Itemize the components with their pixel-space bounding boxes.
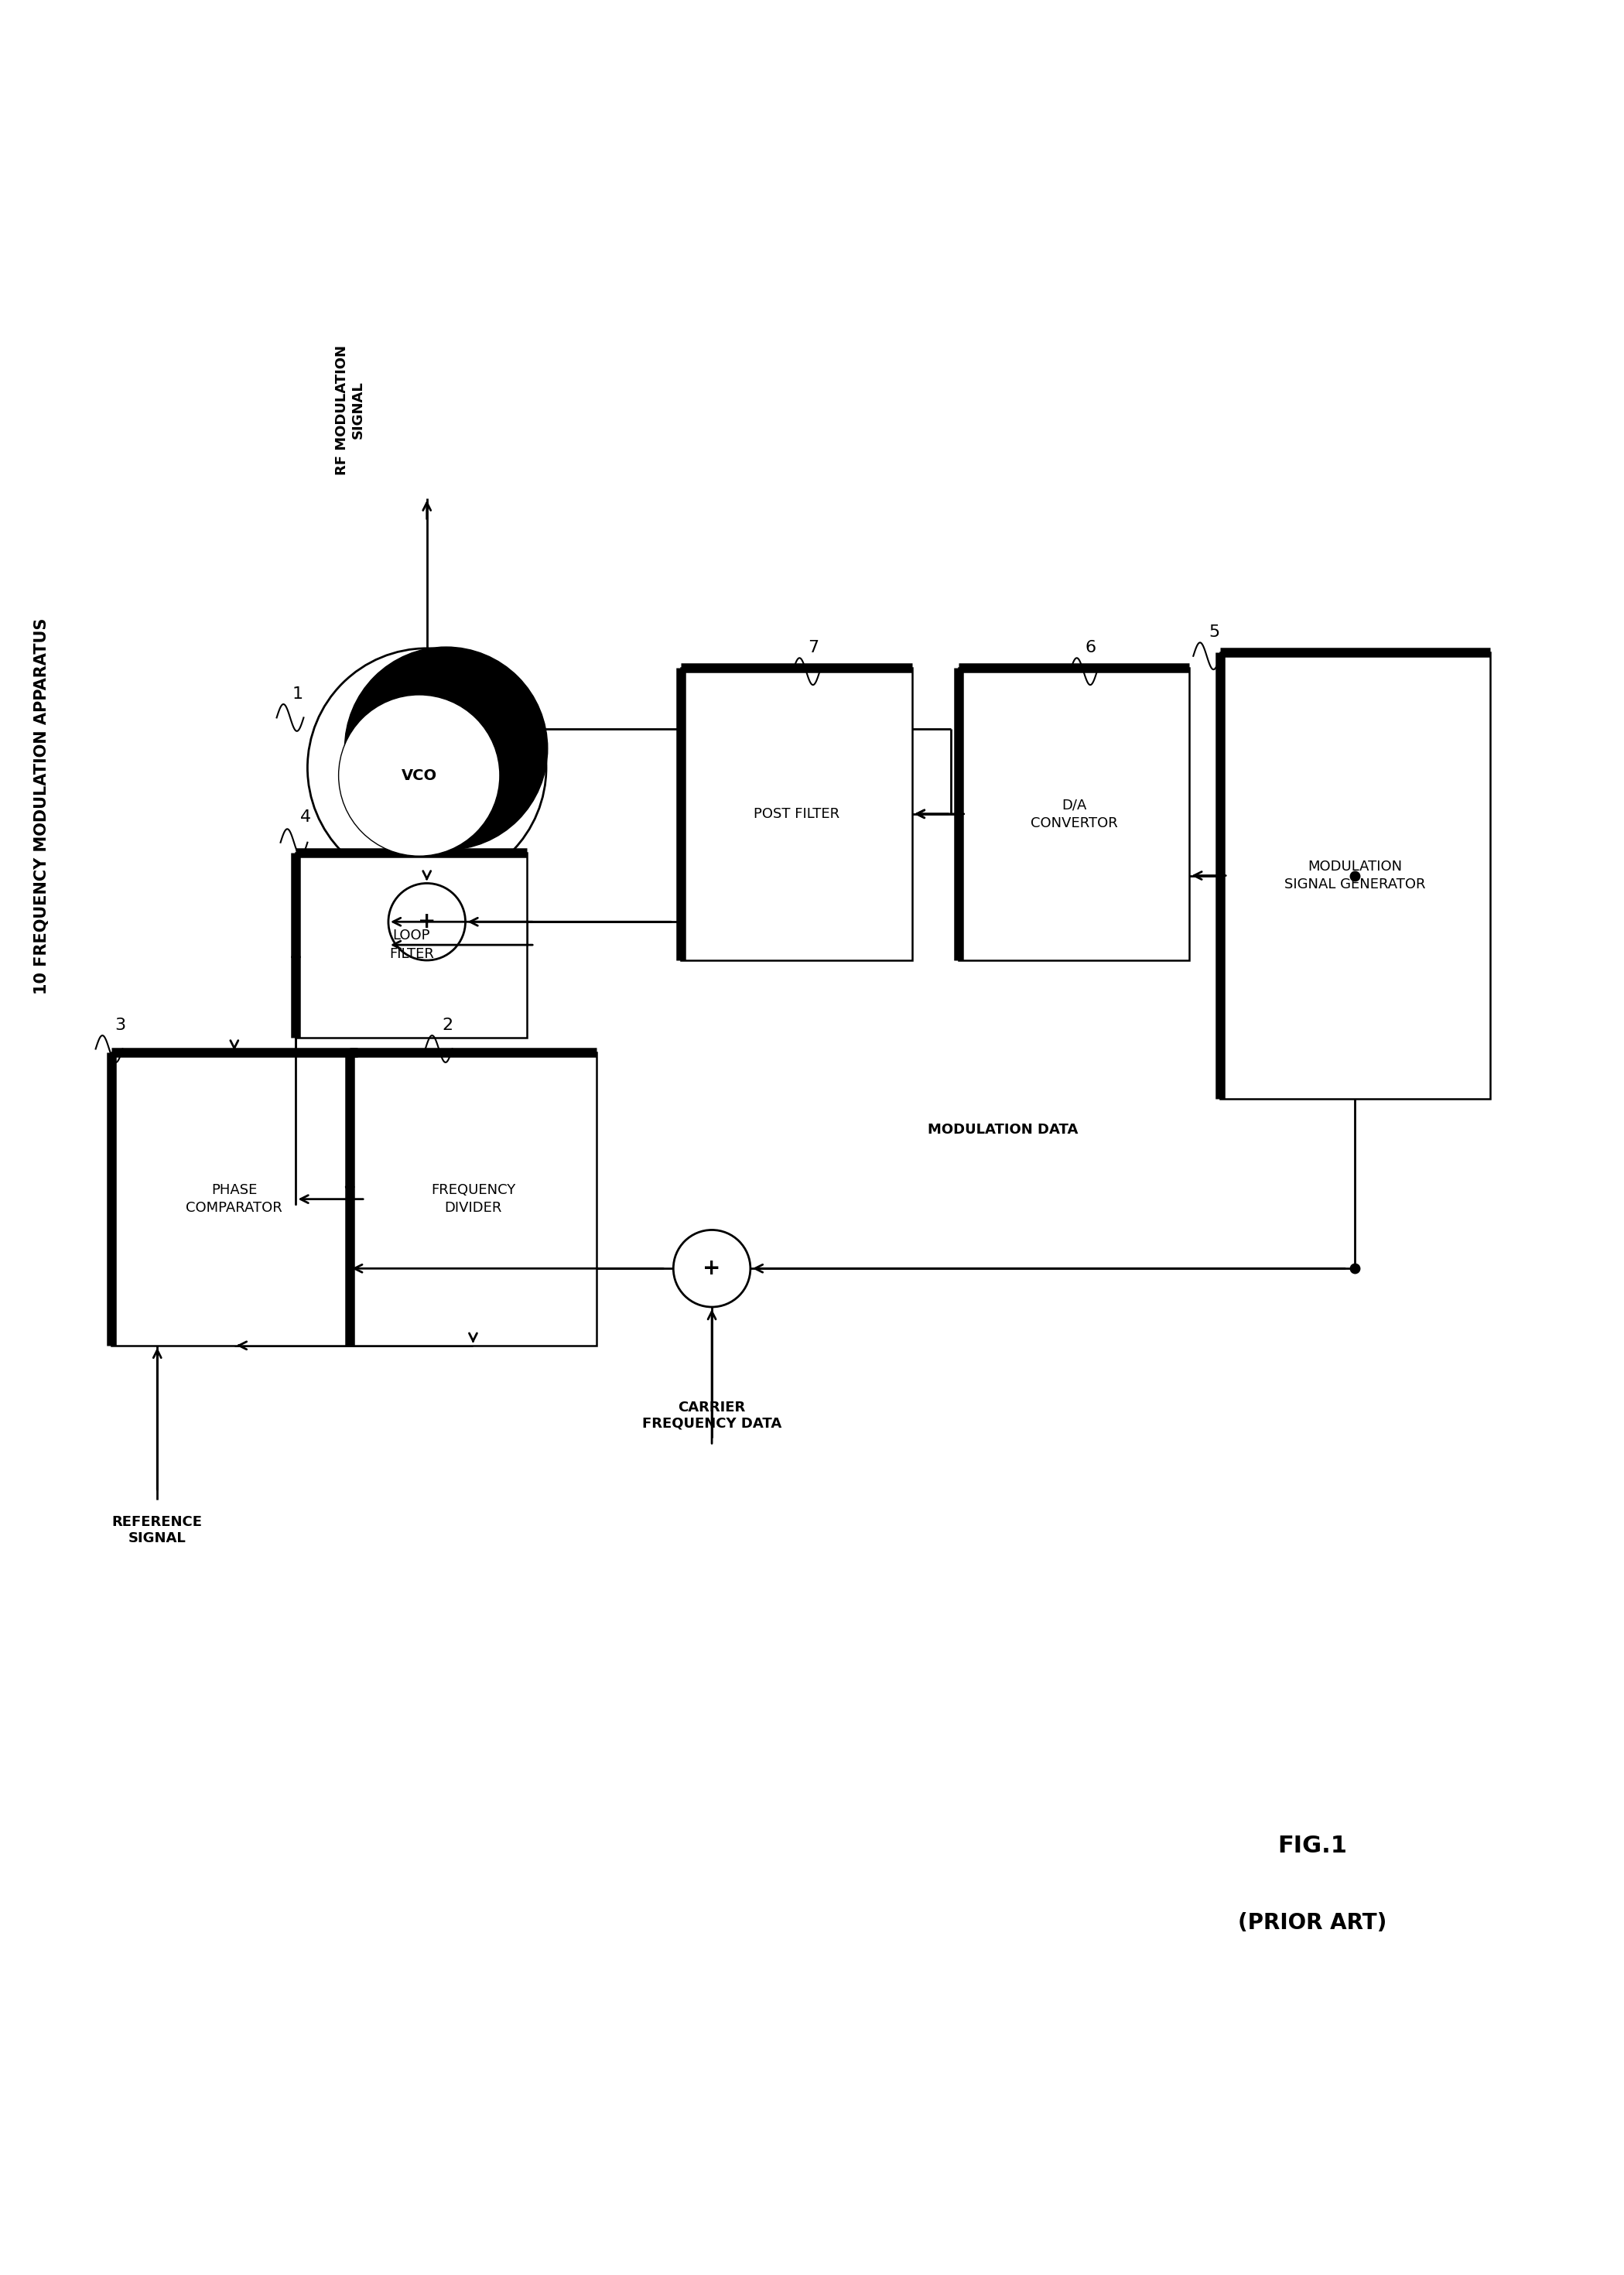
Text: +: + [703,1258,721,1279]
Bar [958,667,1189,960]
Ellipse shape [338,694,500,855]
Text: MODULATION
SIGNAL GENERATOR: MODULATION SIGNAL GENERATOR [1285,860,1426,892]
Text: MODULATION DATA: MODULATION DATA [927,1124,1078,1138]
Text: RF MODULATION
SIGNAL: RF MODULATION SIGNAL [335,346,365,475]
Text: 2: 2 [442,1017,453,1033]
Bar [110,1053,357,1345]
Text: 6: 6 [1085,639,1096,655]
Text: PHASE
COMPARATOR: PHASE COMPARATOR [187,1183,283,1215]
Bar [1220,653,1489,1099]
Text: 3: 3 [115,1017,125,1033]
Text: +: + [417,910,435,933]
Text: FREQUENCY
DIVIDER: FREQUENCY DIVIDER [430,1183,515,1215]
Text: VCO: VCO [401,769,437,783]
Text: FIG.1: FIG.1 [1278,1836,1348,1856]
Text: 1: 1 [292,687,304,701]
Bar [296,853,528,1037]
Ellipse shape [344,646,547,851]
Text: 10 FREQUENCY MODULATION APPARATUS: 10 FREQUENCY MODULATION APPARATUS [34,619,49,994]
Text: CARRIER
FREQUENCY DATA: CARRIER FREQUENCY DATA [641,1399,781,1431]
Text: REFERENCE
SIGNAL: REFERENCE SIGNAL [112,1515,203,1545]
Text: POST FILTER: POST FILTER [754,808,840,821]
Text: 7: 7 [809,639,818,655]
Text: D/A
CONVERTOR: D/A CONVERTOR [1030,799,1117,830]
Text: 4: 4 [300,810,310,826]
Bar [680,667,913,960]
Bar [349,1053,596,1345]
Text: 5: 5 [1208,623,1220,639]
Text: (PRIOR ART): (PRIOR ART) [1237,1913,1387,1934]
Text: LOOP
FILTER: LOOP FILTER [390,928,434,960]
